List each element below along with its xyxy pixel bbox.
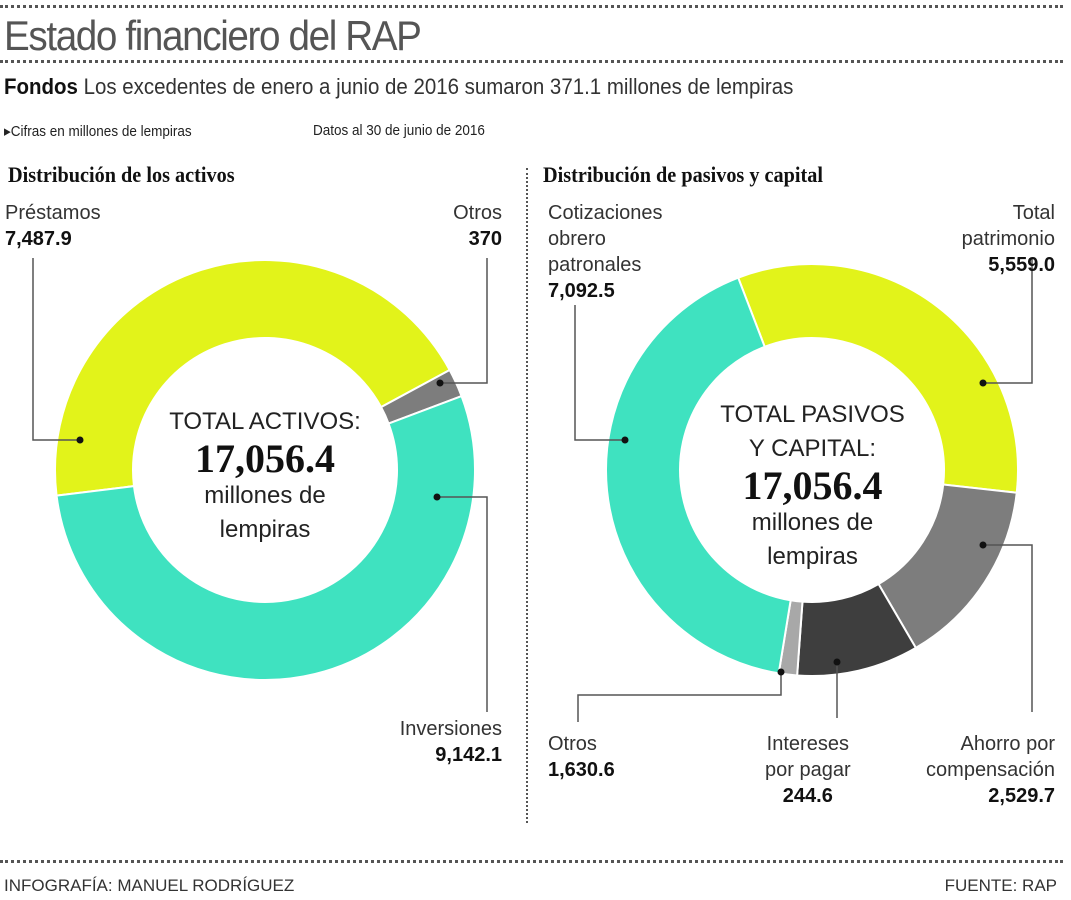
slice-pasivos-4 bbox=[605, 276, 792, 675]
leader-dot-4 bbox=[979, 379, 987, 387]
vertical-divider bbox=[526, 168, 528, 823]
label-otros-activos: Otros 370 bbox=[453, 202, 502, 250]
leader-line-7 bbox=[577, 672, 782, 722]
leader-dot-6 bbox=[833, 658, 841, 666]
leader-line-1 bbox=[440, 258, 488, 384]
total-activos: 17,056.4 bbox=[195, 436, 335, 481]
slice-activos-2 bbox=[55, 394, 476, 681]
note-units: ▸Cifras en millones de lempiras bbox=[4, 123, 192, 140]
label-inversiones: Inversiones 9,142.1 bbox=[399, 718, 502, 766]
leader-dot-2 bbox=[433, 493, 441, 501]
label-otros-pasivos: Otros 1,630.6 bbox=[548, 733, 615, 781]
subtitle-lead: Fondos bbox=[4, 74, 78, 99]
leader-dot-5 bbox=[979, 541, 987, 549]
center-pasivos: TOTAL PASIVOS Y CAPITAL: 17,056.4 millone… bbox=[680, 398, 945, 574]
divider-bottom bbox=[0, 860, 1063, 863]
slice-pasivos-0 bbox=[736, 263, 1019, 494]
label-total-patrimonio: Total patrimonio 5,559.0 bbox=[961, 202, 1055, 276]
leader-dot-3 bbox=[621, 436, 629, 444]
leader-line-0 bbox=[32, 258, 80, 441]
leader-dot-1 bbox=[436, 379, 444, 387]
label-ahorro: Ahorro por compensación 2,529.7 bbox=[926, 733, 1055, 807]
divider-top bbox=[0, 5, 1063, 8]
note-date: Datos al 30 de junio de 2016 bbox=[313, 122, 485, 139]
subtitle-text: Los excedentes de enero a junio de 2016 … bbox=[83, 74, 794, 99]
slice-activos-0 bbox=[54, 259, 452, 497]
label-prestamos: Préstamos 7,487.9 bbox=[5, 202, 101, 250]
label-intereses: Intereses por pagar 244.6 bbox=[765, 733, 851, 807]
leader-line-4 bbox=[983, 258, 1033, 384]
leader-dot-0 bbox=[76, 436, 84, 444]
label-cotizaciones: Cotizaciones obrero patronales 7,092.5 bbox=[548, 202, 663, 302]
leader-dot-7 bbox=[777, 668, 785, 676]
leader-line-5 bbox=[983, 544, 1033, 712]
total-pasivos: 17,056.4 bbox=[742, 463, 883, 508]
leader-line-2 bbox=[437, 496, 488, 712]
center-activos: TOTAL ACTIVOS: 17,056.4 millones de lempi… bbox=[140, 405, 390, 547]
subtitle: Fondos Los excedentes de enero a junio d… bbox=[4, 74, 793, 100]
divider-title bbox=[0, 60, 1063, 63]
page-title: Estado financiero del RAP bbox=[4, 12, 422, 59]
chart-title-activos: Distribución de los activos bbox=[8, 162, 235, 187]
source: FUENTE: RAP bbox=[944, 876, 1057, 895]
leader-line-3 bbox=[574, 305, 625, 441]
credit: INFOGRAFÍA: MANUEL RODRÍGUEZ bbox=[4, 876, 295, 895]
chart-title-pasivos: Distribución de pasivos y capital bbox=[543, 162, 824, 187]
